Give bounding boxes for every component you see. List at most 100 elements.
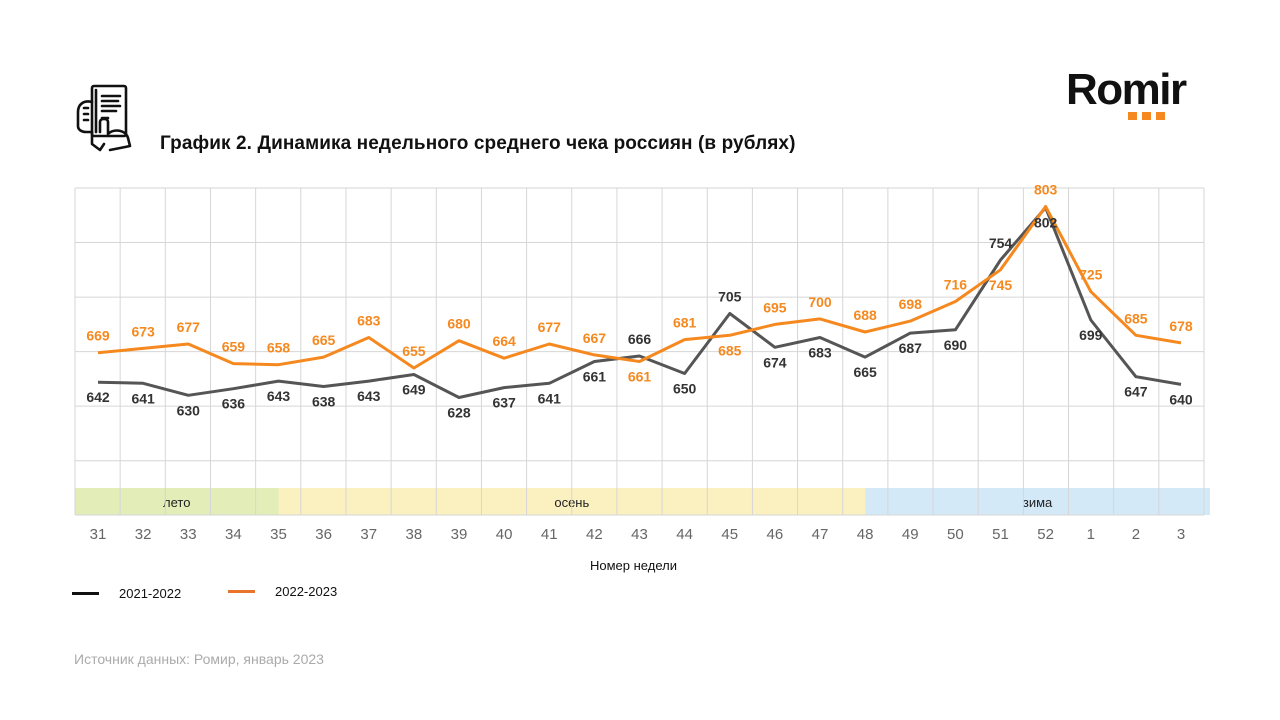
x-tick-label: 52 <box>1037 526 1054 543</box>
data-label: 628 <box>447 404 471 420</box>
season-bands: лето осень зима <box>75 488 1210 515</box>
data-label: 630 <box>177 402 201 418</box>
x-tick-label: 49 <box>902 526 919 543</box>
data-label: 664 <box>492 333 516 349</box>
season-label: зима <box>1023 495 1053 510</box>
data-label: 637 <box>492 395 516 411</box>
data-label: 678 <box>1169 318 1193 334</box>
x-axis-title: Номер недели <box>590 558 677 573</box>
data-label: 666 <box>628 331 652 347</box>
data-label: 685 <box>718 342 742 358</box>
data-label: 695 <box>763 299 787 315</box>
data-label: 673 <box>131 323 155 339</box>
x-tick-label: 2 <box>1132 526 1140 543</box>
data-label: 638 <box>312 394 336 410</box>
data-source-note: Источник данных: Ромир, январь 2023 <box>74 651 324 667</box>
data-label: 641 <box>538 390 562 406</box>
series-line-2022-2023 <box>97 205 1182 370</box>
legend-item-2022-2023: 2022-2023 <box>228 584 337 599</box>
logo-dot <box>1156 112 1165 120</box>
data-labels: 642 669 641 673 630 677 636 659 643 658 638 665 643 6… <box>86 182 1193 421</box>
data-label: 677 <box>177 319 201 335</box>
logo-dots <box>1128 112 1165 120</box>
legend-item-2021-2022: 2021-2022 <box>72 586 181 601</box>
x-tick-label: 36 <box>315 526 332 543</box>
logo-dot <box>1128 112 1137 120</box>
data-label: 699 <box>1079 327 1103 343</box>
data-label: 655 <box>402 343 426 359</box>
x-tick-labels: 31 32 33 34 35 36 37 38 39 40 41 42 43 44 45 46 47 48 49 50… <box>90 526 1186 543</box>
x-tick-label: 31 <box>90 526 107 543</box>
data-label: 681 <box>673 315 697 331</box>
data-label: 754 <box>989 235 1013 251</box>
x-tick-label: 46 <box>767 526 784 543</box>
data-label: 643 <box>357 388 381 404</box>
data-label: 685 <box>1124 310 1148 326</box>
data-label: 661 <box>628 368 652 384</box>
data-label: 802 <box>1034 215 1058 231</box>
legend-label: 2022-2023 <box>275 584 338 599</box>
romir-logo: Romir <box>1066 64 1216 124</box>
data-label: 687 <box>899 340 923 356</box>
data-label: 636 <box>222 396 246 412</box>
data-label: 716 <box>944 276 968 292</box>
data-label: 677 <box>538 319 562 335</box>
x-tick-label: 38 <box>406 526 423 543</box>
x-tick-label: 43 <box>631 526 648 543</box>
data-label: 641 <box>131 390 155 406</box>
series-lines <box>97 205 1182 399</box>
legend-swatch <box>72 592 99 595</box>
logo-dot <box>1142 112 1151 120</box>
data-label: 661 <box>583 368 607 384</box>
logo-text: Romir <box>1066 65 1187 114</box>
data-label: 705 <box>718 288 742 304</box>
data-label: 665 <box>312 332 336 348</box>
data-label: 643 <box>267 388 291 404</box>
data-label: 745 <box>989 277 1013 293</box>
data-label: 669 <box>86 328 110 344</box>
x-tick-label: 32 <box>135 526 152 543</box>
x-tick-label: 48 <box>857 526 874 543</box>
data-label: 667 <box>583 330 607 346</box>
data-label: 683 <box>357 312 381 328</box>
data-label: 700 <box>808 294 832 310</box>
data-label: 690 <box>944 337 968 353</box>
gridlines <box>74 187 1205 516</box>
x-tick-label: 1 <box>1087 526 1095 543</box>
x-tick-label: 3 <box>1177 526 1185 543</box>
legend-swatch <box>228 590 255 593</box>
x-tick-label: 39 <box>451 526 468 543</box>
x-tick-label: 37 <box>360 526 377 543</box>
x-tick-label: 34 <box>225 526 242 543</box>
data-label: 688 <box>853 307 877 323</box>
data-label: 642 <box>86 389 110 405</box>
data-label: 659 <box>222 339 246 355</box>
x-tick-label: 33 <box>180 526 197 543</box>
data-label: 649 <box>402 382 426 398</box>
x-tick-label: 44 <box>676 526 693 543</box>
data-label: 640 <box>1169 391 1193 407</box>
x-tick-label: 50 <box>947 526 964 543</box>
data-label: 658 <box>267 340 291 356</box>
legend-label: 2021-2022 <box>119 586 182 601</box>
x-tick-label: 42 <box>586 526 603 543</box>
data-label: 665 <box>853 364 877 380</box>
data-label: 674 <box>763 354 787 370</box>
receipt-in-hand-icon <box>70 82 140 154</box>
data-label: 725 <box>1079 267 1103 283</box>
data-label: 650 <box>673 380 697 396</box>
x-tick-label: 41 <box>541 526 558 543</box>
series-line-2021-2022 <box>97 206 1182 399</box>
data-label: 698 <box>899 296 923 312</box>
x-tick-label: 47 <box>812 526 829 543</box>
x-tick-label: 35 <box>270 526 287 543</box>
season-band-2 <box>865 488 1210 515</box>
season-label: лето <box>163 495 190 510</box>
data-label: 683 <box>808 344 832 360</box>
chart-title: График 2. Динамика недельного среднего ч… <box>160 133 796 154</box>
data-label: 803 <box>1034 182 1058 198</box>
data-label: 647 <box>1124 384 1148 400</box>
season-band-0 <box>75 488 279 515</box>
data-label: 680 <box>447 316 471 332</box>
